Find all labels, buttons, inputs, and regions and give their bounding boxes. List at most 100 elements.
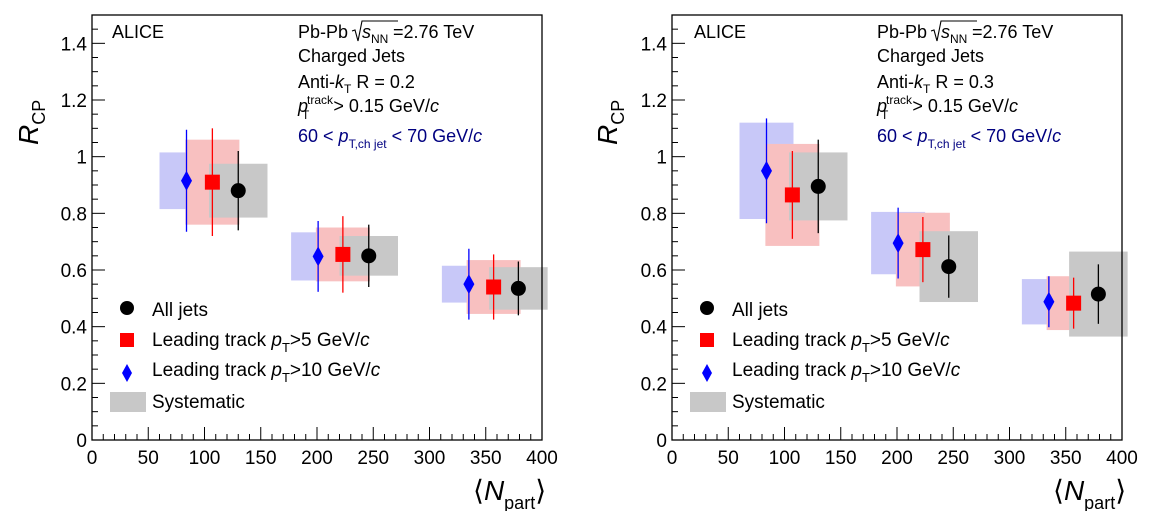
left-x-tick-label: 300 [414, 448, 446, 469]
left-point-all_jets-1 [361, 248, 377, 264]
right-x-tick-label: 400 [1106, 448, 1138, 469]
right-legend-all-jets-marker [700, 301, 714, 315]
right-sqrt-s-label: s [941, 22, 950, 42]
left-plot-frame [91, 14, 543, 441]
left-point-lt5-2 [486, 279, 502, 295]
left-point-all_jets-2 [510, 280, 526, 296]
left-x-axis-title: ⟨Npart⟩ [473, 475, 546, 511]
left-x-tick-label: 0 [87, 448, 98, 469]
right-experiment-label: ALICE [694, 22, 746, 42]
right-x-tick-label: 350 [1050, 448, 1082, 469]
left-x-tick-label: 150 [245, 448, 277, 469]
right-point-all_jets-0 [810, 178, 826, 194]
right-point-lt5-0 [784, 187, 800, 203]
left-y-tick-label: 1 [76, 148, 87, 169]
right-point-lt10-1 [892, 233, 904, 254]
left-legend-all-jets-marker [120, 301, 134, 315]
right-system-label: Pb-Pb [877, 22, 927, 42]
left-point-lt10-1 [312, 246, 324, 267]
right-legend-lt10-label: Leading track pT>10 GeV/c [732, 360, 961, 385]
left-x-tick-label: 400 [526, 448, 558, 469]
left-x-tick-label: 100 [189, 448, 221, 469]
left-sqrt-s-label: s [362, 22, 371, 42]
right-data-points [761, 118, 1106, 329]
right-track-cut-label: ptrack T > 0.15 GeV/c [876, 93, 1018, 122]
right-y-tick-label: 1.4 [641, 34, 668, 55]
left-legend-systematic-label: Systematic [152, 392, 245, 413]
left-point-lt5-1 [335, 246, 351, 262]
right-x-tick-label: 150 [825, 448, 857, 469]
right-y-tick-label: 0.2 [641, 374, 667, 395]
right-point-lt10-0 [761, 160, 772, 181]
left-legend-lt5-label: Leading track pT>5 GeV/c [152, 330, 370, 355]
left-y-tick-label: 0.8 [61, 204, 87, 225]
left-legend-lt5-marker [120, 333, 134, 347]
right-x-tick-label: 50 [718, 448, 739, 469]
right-point-lt10-2 [1043, 291, 1055, 312]
right-legend: All jets Leading track pT>5 GeV/c Leadin… [690, 300, 961, 413]
left-x-tick-label: 250 [357, 448, 389, 469]
left-point-all_jets-0 [230, 183, 246, 199]
right-y-tick-label: 1 [656, 148, 667, 169]
right-energy-label: =2.76 TeV [972, 22, 1053, 42]
left-energy-label: =2.76 TeV [393, 22, 474, 42]
left-y-tick-label: 0.6 [61, 261, 87, 282]
left-system-energy: Pb-Pb s NN =2.76 TeV [298, 20, 474, 46]
right-algorithm-label: Anti-kT R = 0.3 [877, 72, 994, 96]
left-x-tick-label: 200 [301, 448, 333, 469]
right-jets-label: Charged Jets [877, 46, 984, 66]
right-legend-all-jets-label: All jets [732, 300, 788, 321]
left-jets-label: Charged Jets [298, 46, 405, 66]
left-legend-lt10-marker [122, 364, 132, 382]
left-nn-subscript: NN [371, 32, 388, 46]
left-algorithm-label: Anti-kT R = 0.2 [298, 72, 415, 96]
right-point-lt5-2 [1066, 295, 1082, 311]
left-x-tick-label: 350 [470, 448, 502, 469]
right-legend-systematic-swatch [690, 392, 726, 412]
right-y-tick-label: 0.6 [641, 261, 667, 282]
right-y-tick-label: 0.4 [641, 318, 668, 339]
right-sqrt-sign [930, 20, 977, 42]
right-y-axis-title: RCP [592, 100, 628, 145]
left-experiment-label: ALICE [112, 22, 164, 42]
right-y-tick-label: 0 [656, 431, 667, 452]
right-x-tick-label: 200 [881, 448, 913, 469]
right-legend-lt5-label: Leading track pT>5 GeV/c [732, 330, 950, 355]
right-legend-lt10-marker [702, 364, 712, 382]
left-y-tick-label: 0.4 [61, 318, 88, 339]
left-panel: 0 50 100 150 200 250 300 350 400 0 0.2 0.4 0.6 0.8 1 1.… [13, 14, 558, 511]
left-sqrt-sign [351, 20, 398, 42]
right-y-tick-label: 1.2 [641, 91, 667, 112]
right-axes: 0 50 100 150 200 250 300 350 400 0 0.2 0.4 0.6 0.8 1 1.… [641, 14, 1138, 469]
right-point-all_jets-2 [1090, 286, 1106, 302]
left-pt-range-label: 60 < pT,ch jet < 70 GeV/c [298, 126, 482, 151]
left-point-lt10-2 [463, 274, 475, 295]
right-legend-lt5-marker [700, 333, 714, 347]
right-x-tick-label: 0 [667, 448, 678, 469]
right-x-axis-title: ⟨Npart⟩ [1053, 475, 1126, 511]
left-axes: 0 50 100 150 200 250 300 350 400 0 0.2 0.4 0.6 0.8 1 1.… [61, 14, 558, 469]
left-legend-systematic-swatch [110, 392, 146, 412]
left-legend: All jets Leading track pT>5 GeV/c Leadin… [110, 300, 381, 413]
left-point-lt5-0 [204, 174, 220, 190]
right-x-tick-label: 300 [994, 448, 1026, 469]
right-panel: 0 50 100 150 200 250 300 350 400 0 0.2 0.4 0.6 0.8 1 1.… [592, 14, 1138, 511]
right-system-energy: Pb-Pb s NN =2.76 TeV [877, 20, 1053, 46]
right-point-lt5-1 [915, 242, 931, 258]
left-legend-all-jets-label: All jets [152, 300, 208, 321]
right-point-all_jets-1 [941, 259, 957, 275]
left-system-label: Pb-Pb [298, 22, 348, 42]
right-legend-systematic-label: Systematic [732, 392, 825, 413]
right-plot-frame [671, 14, 1123, 441]
right-pt-range-label: 60 < pT,ch jet < 70 GeV/c [877, 126, 1061, 151]
right-x-tick-label: 100 [769, 448, 801, 469]
left-data-points [181, 128, 526, 320]
left-x-tick-label: 50 [138, 448, 159, 469]
left-y-axis-title: RCP [13, 100, 49, 145]
right-x-tick-label: 250 [937, 448, 969, 469]
left-track-cut-label: ptrack T > 0.15 GeV/c [297, 93, 439, 122]
left-y-tick-label: 0 [76, 431, 87, 452]
left-y-tick-label: 0.2 [61, 374, 87, 395]
left-legend-lt10-label: Leading track pT>10 GeV/c [152, 360, 381, 385]
left-point-lt10-0 [181, 170, 192, 191]
